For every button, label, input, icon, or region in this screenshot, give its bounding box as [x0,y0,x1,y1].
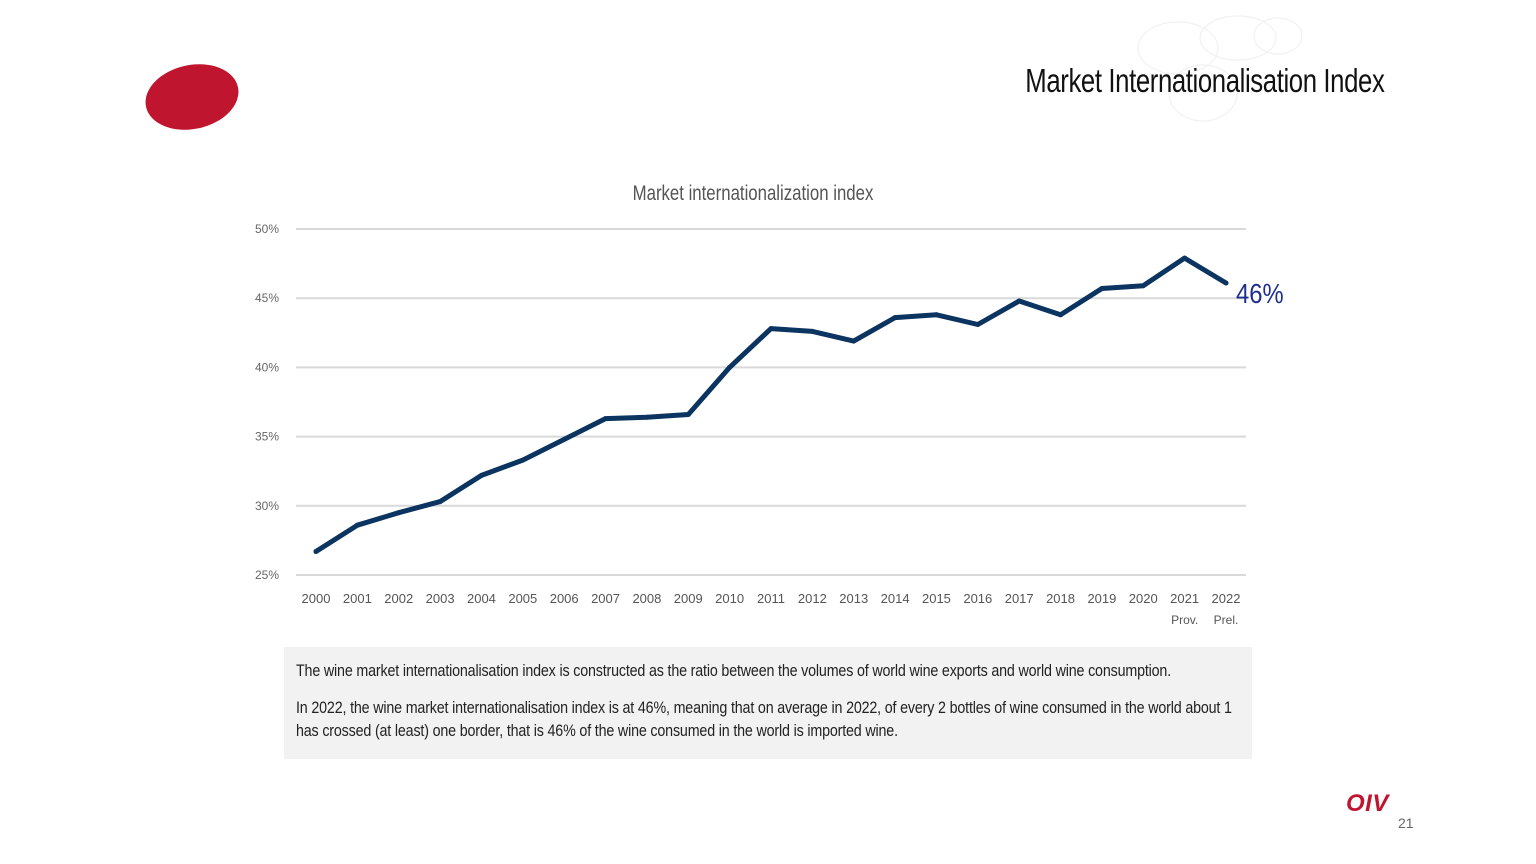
y-tick-label: 25% [255,568,279,582]
data-point [892,315,898,321]
data-point [851,338,857,344]
y-tick-label: 45% [255,291,279,305]
x-sub-label: Prel. [1214,613,1239,627]
data-point [727,364,733,370]
data-point [354,522,360,528]
data-point [1099,286,1105,292]
data-point [396,510,402,516]
x-sub-label: Prov. [1171,613,1198,627]
explanation-paragraph-1: The wine market internationalisation ind… [296,661,1172,680]
data-point [313,548,319,554]
data-point [685,411,691,417]
chart-title: Market internationalization index [633,182,874,205]
data-point [933,312,939,318]
x-tick-label: 2016 [963,591,992,606]
x-tick-label: 2001 [343,591,372,606]
x-tick-label: 2011 [757,591,785,606]
decorative-watermark [1137,15,1303,122]
y-tick-label: 30% [255,499,279,513]
x-tick-label: 2009 [674,591,703,606]
x-tick-label: 2003 [426,591,455,606]
data-point [1223,280,1229,286]
x-tick-label: 2010 [715,591,744,606]
x-tick-label: 2017 [1005,591,1034,606]
data-point [975,321,981,327]
x-tick-label: 2015 [922,591,951,606]
oiv-logo: OIV [1346,790,1389,817]
x-tick-label: 2018 [1046,591,1075,606]
y-tick-label: 40% [255,360,279,374]
x-tick-label: 2022 [1212,591,1241,606]
explanation-box: The wine market internationalisation ind… [284,647,1252,759]
x-tick-label: 2002 [384,591,413,606]
x-tick-label: 2008 [632,591,661,606]
data-point [768,326,774,332]
data-point [561,436,567,442]
x-tick-label: 2012 [798,591,827,606]
x-tick-label: 2013 [839,591,868,606]
explanation-paragraph-2: In 2022, the wine market internationalis… [296,698,1232,740]
data-point [437,499,443,505]
x-tick-label: 2020 [1129,591,1158,606]
x-tick-label: 2006 [550,591,579,606]
x-tick-label: 2007 [591,591,620,606]
y-tick-label: 35% [255,430,279,444]
end-value-label: 46% [1236,277,1284,309]
slide-title: Market Internationalisation Index [1024,62,1385,99]
data-point [644,414,650,420]
x-tick-label: 2005 [508,591,537,606]
data-point [1140,283,1146,289]
y-tick-label: 50% [255,222,279,236]
data-point [1058,312,1064,318]
data-point [603,416,609,422]
x-tick-label: 2019 [1087,591,1116,606]
x-tick-label: 2000 [302,591,331,606]
data-point [478,472,484,478]
data-point [809,328,815,334]
x-tick-label: 2004 [467,591,496,606]
data-point [1016,298,1022,304]
x-tick-label: 2014 [881,591,910,606]
data-point [1182,255,1188,261]
page-number: 21 [1398,815,1414,831]
series-line [313,255,1229,554]
data-point [520,457,526,463]
x-tick-label: 2021 [1170,591,1199,606]
